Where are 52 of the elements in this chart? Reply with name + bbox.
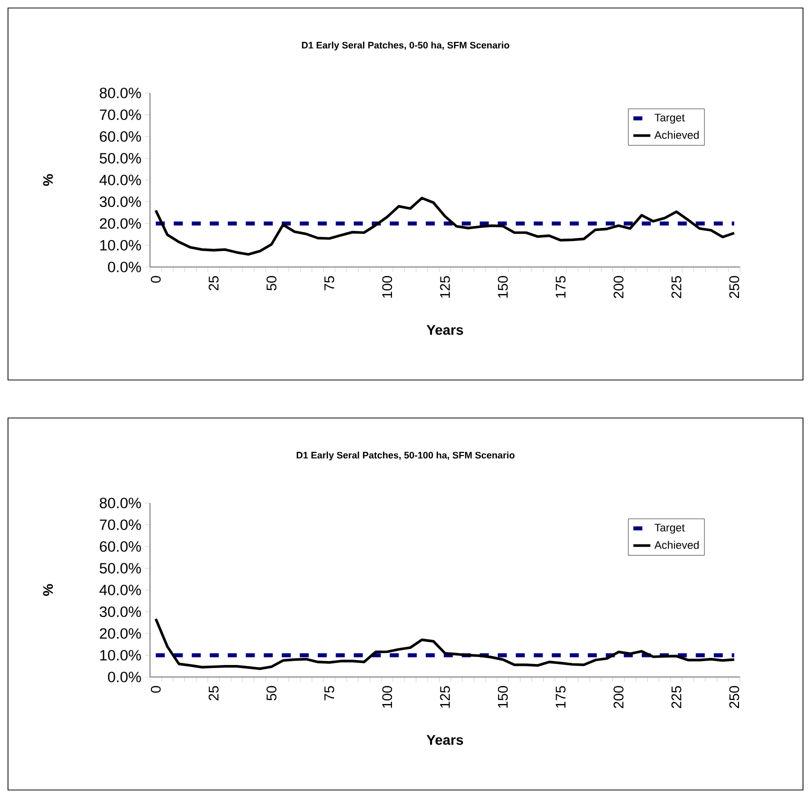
y-tick-label: 40.0% [99,584,141,596]
legend-label: Achieved [654,130,699,139]
x-tick-label: 100 [382,686,392,708]
x-tick-label: 50 [266,686,276,700]
y-tick-label: 80.0% [100,88,141,98]
y-tick-label: 30.0% [100,606,141,618]
x-tick-label: 125 [440,276,450,298]
x-tick-label: 175 [556,686,566,708]
chart-title: D1 Early Seral Patches, 0-50 ha, SFM Scenario [302,42,510,50]
x-tick-label: 0 [150,276,161,283]
y-tick-label: 40.0% [99,174,141,186]
x-tick-label: 50 [266,276,276,290]
x-tick-label: 250 [729,276,740,298]
x-tick-label: 0 [150,686,161,693]
line-series [154,618,736,670]
y-tick-label: 60.0% [100,131,141,142]
line-series [154,196,736,256]
y-tick-label: 70.0% [100,519,141,530]
legend-label: Achieved [654,540,699,549]
x-tick-label: 100 [382,276,392,298]
x-tick-label: 150 [498,276,508,298]
y-tick-label: 10.0% [100,240,141,251]
y-tick-label: 30.0% [100,196,141,208]
x-tick-label: 250 [729,686,740,708]
y-axis-title: % [43,584,53,596]
chart-title: D1 Early Seral Patches, 50-100 ha, SFM Scenario [296,452,515,460]
y-tick-label: 50.0% [100,152,141,164]
legend-label: Target [654,114,685,124]
x-tick-label: 75 [324,686,334,700]
y-tick-label: 10.0% [100,650,141,661]
x-tick-label: 175 [556,276,566,298]
y-tick-label: 60.0% [100,541,141,552]
y-tick-label: 0.0% [108,672,141,682]
y-tick-label: 80.0% [100,498,141,508]
x-tick-label: 25 [208,276,219,290]
x-tick-label: 225 [671,276,682,298]
y-tick-label: 0.0% [108,262,141,272]
x-tick-label: 150 [498,686,508,708]
y-axis-title: % [43,174,53,186]
y-tick-label: 50.0% [100,562,141,574]
x-tick-label: 225 [671,686,682,708]
y-tick-label: 70.0% [100,109,141,120]
x-tick-label: 75 [324,276,334,290]
x-tick-label: 125 [440,686,450,708]
y-tick-label: 20.0% [100,218,141,229]
x-axis-title: Years [426,325,464,335]
x-tick-label: 200 [614,686,624,708]
y-tick-label: 20.0% [100,628,141,639]
legend-label: Target [654,524,685,534]
x-tick-label: 200 [614,276,624,298]
x-axis-title: Years [426,735,464,745]
x-tick-label: 25 [208,686,219,700]
